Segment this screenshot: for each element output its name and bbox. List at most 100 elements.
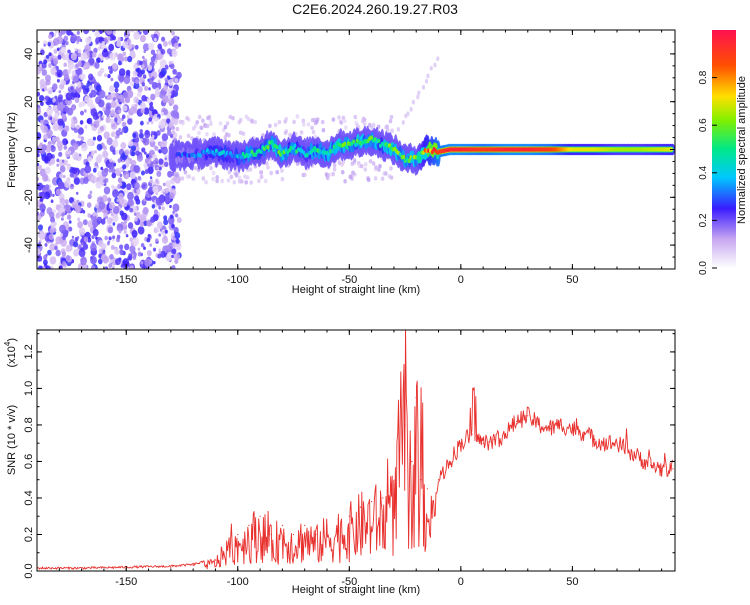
spectrogram-speckle — [73, 248, 80, 257]
spectrogram-speckle — [164, 187, 170, 194]
spectrogram-speckle — [44, 166, 51, 175]
spectrogram-speckle — [81, 242, 84, 246]
spectrogram-speckle — [112, 30, 117, 36]
spectrogram-speckle — [57, 54, 62, 60]
spectrogram-speckle — [141, 184, 146, 189]
spectrogram-speckle — [103, 179, 107, 184]
spectrogram-speckle — [48, 233, 54, 241]
spectrogram-speckle — [93, 225, 97, 230]
spectrogram-speckle — [129, 265, 134, 269]
spectrogram-speckle — [137, 247, 141, 251]
spectrogram-speckle — [263, 178, 268, 184]
spectrogram-ridge-core — [198, 153, 202, 158]
spectrogram-speckle — [153, 209, 159, 215]
spectrogram-speckle — [172, 176, 176, 181]
colorbar-tick-label: 0.0 — [698, 261, 709, 275]
spectrogram-speckle — [86, 117, 93, 125]
spectrogram-speckle — [116, 223, 124, 232]
spectrogram-speckle — [234, 173, 239, 178]
spectrogram-speckle — [94, 161, 99, 167]
spectrogram-speckle — [75, 35, 81, 43]
spectrogram-y-tick-label: 20 — [23, 96, 35, 108]
spectrogram-speckle — [127, 256, 131, 260]
spectrogram-speckle — [168, 40, 172, 46]
spectrogram-ridge-core — [345, 144, 349, 150]
spectrogram-speckle — [101, 115, 105, 119]
spectrogram-speckle — [115, 258, 121, 266]
spectrogram-speckle — [72, 88, 77, 94]
spectrogram-speckle — [112, 123, 116, 128]
spectrogram-speckle — [424, 78, 429, 84]
spectrogram-speckle — [171, 224, 175, 229]
snr-data-point — [170, 566, 172, 568]
spectrogram-speckle — [341, 115, 346, 121]
spectrogram-speckle — [131, 145, 137, 152]
spectrogram-speckle — [173, 104, 179, 112]
snr-x-tick-label: -50 — [341, 576, 357, 588]
spectrogram-ridge-core — [259, 149, 263, 155]
spectrogram-speckle — [108, 236, 112, 241]
spectrogram-speckle — [127, 222, 134, 229]
spectrogram-speckle — [73, 177, 81, 185]
snr-data-point — [337, 519, 339, 521]
snr-y-tick-label: 1.0 — [23, 381, 35, 396]
spectrogram-speckle — [37, 248, 41, 256]
colorbar-tick-label: 0.8 — [698, 70, 709, 84]
spectrogram-speckle — [143, 207, 149, 215]
spectrogram-speckle — [116, 40, 122, 47]
spectrogram-speckle — [388, 119, 393, 124]
spectrogram-speckle — [109, 253, 114, 260]
spectrogram-speckle — [163, 219, 169, 226]
spectrogram-speckle — [63, 125, 70, 132]
spectrogram-speckle — [114, 248, 120, 255]
spectrogram-speckle — [156, 170, 162, 177]
snr-y-tick-label: 0.0 — [23, 563, 35, 578]
spectrogram-speckle — [45, 74, 51, 83]
spectrogram-speckle — [151, 130, 154, 135]
spectrogram-speckle — [164, 229, 168, 234]
spectrogram-speckle — [169, 192, 175, 200]
spectrogram-speckle — [197, 114, 202, 120]
spectrogram-speckle — [175, 213, 179, 218]
spectrogram-speckle — [337, 160, 342, 165]
spectrogram-speckle — [85, 37, 92, 45]
spectrogram-ridge-core — [330, 148, 334, 154]
spectrogram-speckle — [71, 235, 75, 239]
spectrogram-speckle — [92, 30, 96, 33]
spectrogram-speckle — [243, 174, 247, 179]
spectrogram-speckle — [60, 232, 64, 237]
spectrogram-speckle — [47, 87, 53, 95]
spectrogram-speckle — [86, 202, 92, 209]
spectrogram-speckle — [172, 110, 179, 119]
spectrogram-speckle — [94, 30, 101, 38]
snr-data-point — [326, 524, 328, 527]
spectrogram-speckle — [117, 37, 121, 41]
spectrogram-speckle — [106, 94, 112, 101]
spectrogram-speckle — [90, 89, 97, 98]
spectrogram-speckle — [144, 151, 147, 155]
spectrogram-speckle — [156, 221, 163, 229]
spectrogram-speckle — [205, 132, 209, 137]
snr-data-point — [538, 424, 540, 426]
spectrogram-y-tick-label: -40 — [23, 237, 35, 253]
spectrogram-speckle — [71, 70, 76, 76]
spectrogram-x-tick-label: 50 — [566, 274, 578, 286]
spectrogram-speckle — [64, 199, 69, 205]
spectrogram-ridge-core — [293, 143, 297, 148]
snr-data-point — [504, 433, 507, 435]
spectrogram-speckle — [141, 147, 146, 153]
spectrogram-speckle — [315, 117, 320, 122]
spectrogram-speckle — [53, 58, 59, 65]
snr-data-point — [482, 442, 484, 444]
spectrogram-speckle — [339, 120, 344, 125]
spectrogram-speckle — [46, 106, 53, 116]
spectrogram-speckle — [38, 241, 41, 246]
spectrogram-speckle — [139, 60, 143, 65]
spectrogram-x-tick-label: -50 — [341, 274, 357, 286]
spectrogram-speckle — [370, 125, 374, 130]
spectrogram-speckle — [102, 255, 109, 264]
spectrogram-speckle — [156, 180, 160, 185]
colorbar-tick-label: 0.6 — [698, 118, 709, 132]
spectrogram-speckle — [70, 32, 74, 36]
spectrogram-speckle — [54, 30, 59, 34]
